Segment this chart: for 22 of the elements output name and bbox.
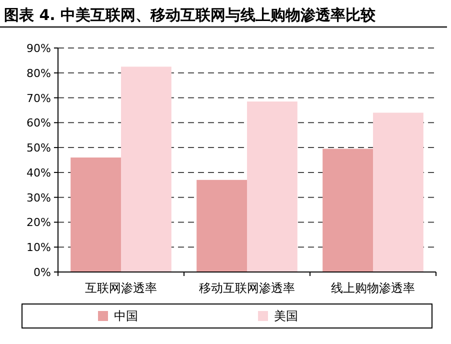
bar xyxy=(196,180,247,272)
y-tick-label: 20% xyxy=(26,216,51,230)
y-tick-label: 50% xyxy=(26,142,51,155)
y-tick-label: 80% xyxy=(26,66,51,80)
x-tick-label: 互联网渗透率 xyxy=(85,281,157,295)
y-tick-label: 70% xyxy=(26,92,51,105)
y-tick-label: 10% xyxy=(26,241,51,254)
bar xyxy=(322,148,373,272)
bar xyxy=(70,158,121,272)
y-tick-label: 40% xyxy=(26,166,51,180)
bar xyxy=(373,112,424,272)
legend-label: 中国 xyxy=(114,309,138,323)
y-tick-label: 60% xyxy=(26,116,51,130)
y-tick-label: 30% xyxy=(26,191,51,204)
bar xyxy=(247,102,298,272)
bar xyxy=(121,66,172,272)
chart-title: 图表 4. 中美互联网、移动互联网与线上购物渗透率比较 xyxy=(4,6,377,24)
legend-label: 美国 xyxy=(274,309,298,323)
x-tick-label: 线上购物渗透率 xyxy=(331,281,415,295)
y-tick-label: 0% xyxy=(34,266,51,279)
y-tick-label: 90% xyxy=(26,42,51,55)
x-tick-label: 移动互联网渗透率 xyxy=(199,281,295,295)
